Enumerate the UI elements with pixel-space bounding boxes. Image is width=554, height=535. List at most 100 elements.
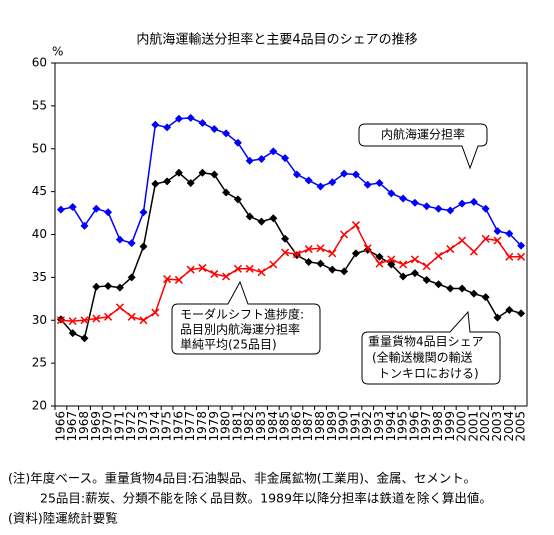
marker	[56, 316, 65, 325]
marker	[469, 289, 478, 298]
marker	[104, 281, 113, 290]
x-tick-label: 1980	[219, 411, 233, 442]
x-tick-label: 1990	[337, 411, 351, 442]
marker	[68, 317, 77, 326]
callout-text: 内航海運分担率	[381, 127, 465, 142]
marker	[233, 195, 242, 204]
marker	[493, 313, 502, 322]
marker	[198, 119, 207, 128]
x-tick-label: 1984	[266, 411, 280, 442]
marker	[281, 248, 290, 257]
y-tick-label: 45	[32, 184, 47, 198]
x-tick-label: 2003	[490, 411, 504, 442]
marker	[269, 260, 278, 269]
marker	[222, 272, 231, 281]
x-tick-label: 1974	[148, 411, 162, 442]
marker	[387, 255, 396, 264]
callout: 内航海運分担率	[358, 123, 488, 170]
marker	[233, 264, 242, 273]
marker	[517, 241, 526, 250]
marker	[210, 125, 219, 134]
note: (資料)陸運統計要覧	[8, 511, 118, 526]
marker	[139, 242, 148, 251]
marker	[410, 198, 419, 207]
marker	[481, 234, 490, 243]
x-tick-label: 1976	[171, 411, 185, 442]
marker	[281, 234, 290, 243]
x-tick-label: 1967	[65, 411, 79, 442]
x-tick-label: 1970	[101, 411, 115, 442]
marker	[281, 154, 290, 163]
x-tick-label: 1985	[278, 411, 292, 442]
marker	[340, 267, 349, 276]
marker	[351, 249, 360, 258]
marker	[210, 269, 219, 278]
note: 25品目:薪炭、分類不能を除く品目数。1989年以降分担率は鉄道を除く算出値。	[40, 491, 492, 506]
callout-box	[358, 123, 488, 170]
marker	[469, 197, 478, 206]
marker	[363, 244, 372, 253]
x-tick-label: 2000	[455, 411, 469, 442]
marker	[340, 169, 349, 178]
marker	[481, 204, 490, 213]
y-tick-label: 60	[32, 56, 47, 70]
x-tick-label: 1991	[348, 411, 362, 442]
marker	[422, 275, 431, 284]
callout-text: 単純平均(25品目)	[180, 338, 277, 352]
marker	[517, 252, 526, 261]
marker	[151, 120, 160, 129]
marker	[422, 202, 431, 211]
x-tick-label: 1973	[136, 411, 150, 442]
marker	[139, 208, 148, 217]
x-tick-label: 1994	[384, 411, 398, 442]
marker	[363, 180, 372, 189]
marker	[245, 264, 254, 273]
marker	[304, 257, 313, 266]
marker	[127, 273, 136, 282]
marker	[222, 188, 231, 197]
marker	[80, 316, 89, 325]
callout: モーダルシフト進捗度: 品目別内航海運分担率 単純平均(25品目)	[171, 280, 321, 355]
marker	[469, 247, 478, 256]
marker	[493, 227, 502, 236]
marker	[351, 170, 360, 179]
x-tick-label: 1986	[289, 411, 303, 442]
x-tick-label: 1999	[443, 411, 457, 442]
marker	[517, 309, 526, 318]
marker	[351, 221, 360, 230]
marker	[292, 170, 301, 179]
y-tick-label: 40	[32, 227, 47, 241]
callout-text: 重量貨物4品目シェア	[368, 334, 484, 349]
marker	[328, 265, 337, 274]
y-tick-label: 20	[32, 399, 47, 413]
x-tick-label: 1983	[254, 411, 268, 442]
marker	[186, 179, 195, 188]
marker	[210, 170, 219, 179]
x-tick-label: 1998	[431, 411, 445, 442]
x-tick-label: 1988	[313, 411, 327, 442]
marker	[446, 245, 455, 254]
marker	[257, 155, 266, 164]
x-tick-label: 1978	[195, 411, 209, 442]
callout-text: (全輸送機関の輸送	[372, 350, 473, 365]
x-tick-label: 1977	[183, 411, 197, 442]
marker	[481, 293, 490, 302]
marker	[375, 252, 384, 261]
marker	[92, 204, 101, 213]
x-tick-label: 1989	[325, 411, 339, 442]
x-tick-label: 2004	[502, 411, 516, 442]
marker	[340, 230, 349, 239]
callout-text: モーダルシフト進捗度:	[180, 307, 304, 322]
marker	[446, 206, 455, 215]
x-tick-label: 1993	[372, 411, 386, 442]
marker	[434, 204, 443, 213]
marker	[80, 334, 89, 343]
marker	[257, 268, 266, 277]
callout-text: 品目別内航海運分担率	[180, 322, 300, 337]
series-line	[60, 171, 522, 340]
marker	[245, 212, 254, 221]
marker	[92, 314, 101, 323]
marker	[186, 265, 195, 274]
marker	[104, 312, 113, 321]
x-tick-label: 1971	[112, 411, 126, 442]
